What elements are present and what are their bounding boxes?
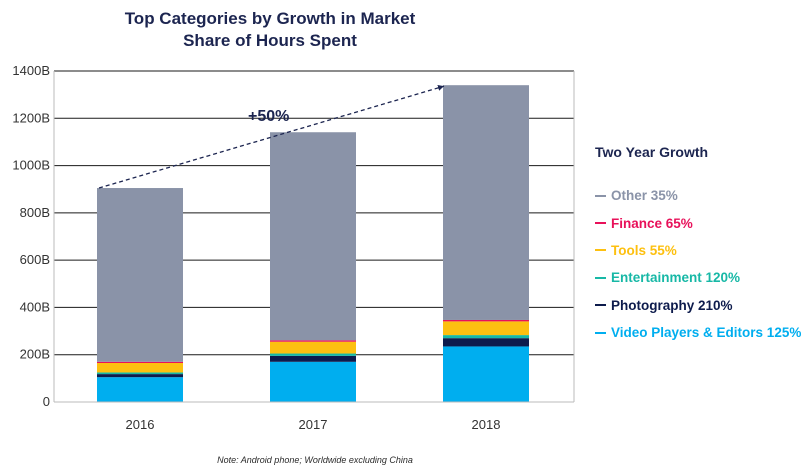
bar-segment: [443, 338, 529, 347]
bar-segment: [97, 188, 183, 362]
legend-label: Tools 55%: [611, 242, 677, 258]
y-tick-label: 400B: [20, 299, 50, 314]
bar-segment: [97, 377, 183, 402]
chart-title-line-1: Top Categories by Growth in Market: [124, 9, 416, 28]
bar-segment: [97, 362, 183, 373]
legend-title: Two Year Growth: [595, 144, 709, 160]
bar-segment: [97, 372, 183, 375]
legend: Two Year Growth Other 35% Finance 65% Tool…: [595, 144, 807, 346]
bar-segment: [270, 355, 356, 362]
bar-segment: [270, 340, 356, 342]
legend-item: Tools 55%: [595, 237, 807, 264]
legend-label: Entertainment 120%: [611, 270, 741, 286]
y-tick-label: 0: [43, 394, 50, 409]
y-tick-label: 1200B: [12, 110, 50, 125]
footnote: Note: Android phone; Worldwide excluding…: [217, 455, 413, 465]
legend-label: Video Players & Editors 125%: [611, 325, 802, 341]
legend-items: Other 35% Finance 65% Tools 55% Entertainme…: [595, 182, 807, 346]
x-tick-label: 2018: [472, 417, 501, 432]
legend-swatch: [595, 222, 606, 225]
x-tick-label: 2016: [126, 417, 155, 432]
x-tick-label: 2017: [299, 417, 328, 432]
legend-swatch: [595, 331, 606, 334]
bar-segment: [443, 319, 529, 322]
y-tick-label: 1000B: [12, 158, 50, 173]
legend-item: Photography 210%: [595, 292, 807, 319]
growth-annotation: +50%: [248, 108, 289, 125]
legend-label: Other 35%: [611, 188, 678, 204]
bar-segment: [443, 346, 529, 402]
legend-swatch: [595, 304, 606, 307]
bar-segment: [270, 341, 356, 354]
legend-item: Finance 65%: [595, 209, 807, 236]
chart-title: Top Categories by Growth in Market Share…: [95, 8, 445, 52]
legend-label: Photography 210%: [611, 297, 733, 313]
bar-segment: [443, 335, 529, 339]
y-tick-label: 800B: [20, 205, 50, 220]
bar-segment: [97, 361, 183, 363]
bar-segment: [270, 361, 356, 402]
bar-segment: [443, 321, 529, 336]
y-tick-label: 200B: [20, 347, 50, 362]
legend-item: Entertainment 120%: [595, 264, 807, 291]
legend-swatch: [595, 194, 606, 197]
chart-title-line-2: Share of Hours Spent: [183, 31, 357, 50]
legend-swatch: [595, 276, 606, 279]
y-tick-label: 1400B: [12, 63, 50, 78]
bar-segment: [443, 85, 529, 320]
bar-segment: [97, 374, 183, 378]
legend-item: Video Players & Editors 125%: [595, 319, 807, 346]
bar-segment: [270, 353, 356, 356]
growth-arrow: [98, 85, 445, 189]
legend-swatch: [595, 249, 606, 252]
legend-item: Other 35%: [595, 182, 807, 209]
y-tick-label: 600B: [20, 252, 50, 267]
legend-label: Finance 65%: [611, 215, 693, 231]
bar-segment: [270, 132, 356, 341]
